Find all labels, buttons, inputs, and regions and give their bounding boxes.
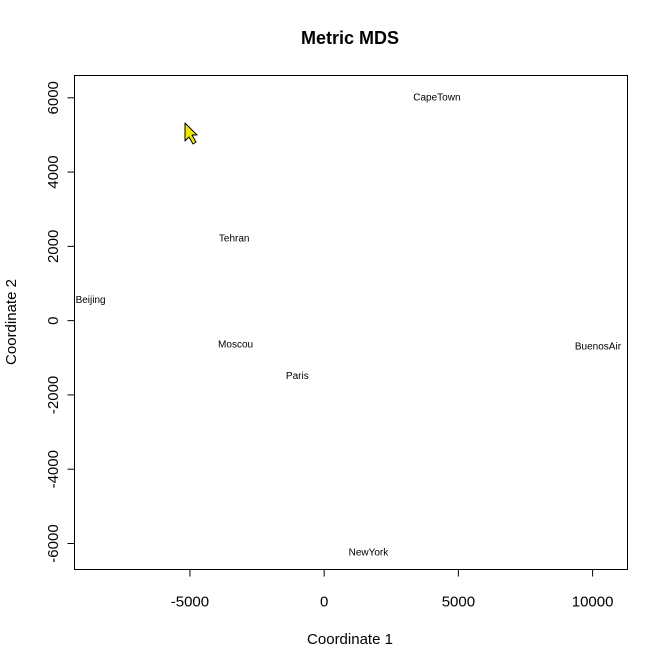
- y-tick-label: 4000: [45, 155, 62, 188]
- point-labels-layer: CapeTown Tehran Beijing Moscou BuenosAir Pari…: [76, 92, 622, 558]
- point-label: NewYork: [349, 547, 390, 558]
- plot-frame: [74, 75, 628, 570]
- x-tick-label: 5000: [442, 594, 475, 611]
- x-axis-title: Coordinate 1: [307, 631, 393, 648]
- x-axis-ticks: -5000 0 5000 10000: [171, 569, 614, 611]
- chart-title: Metric MDS: [301, 28, 399, 48]
- y-tick-label: -2000: [45, 376, 62, 414]
- y-tick-label: 6000: [45, 81, 62, 114]
- x-tick-label: 0: [320, 594, 328, 611]
- point-label: Tehran: [219, 234, 250, 245]
- point-label: Moscou: [218, 339, 253, 350]
- point-label: Beijing: [76, 295, 106, 306]
- point-label: CapeTown: [413, 92, 460, 103]
- mouse-pointer-icon: [184, 122, 198, 145]
- y-tick-label: -4000: [45, 450, 62, 488]
- x-tick-label: -5000: [171, 594, 209, 611]
- y-tick-label: 0: [45, 316, 62, 324]
- x-tick-label: 10000: [572, 594, 614, 611]
- y-axis-title: Coordinate 2: [3, 279, 20, 365]
- y-tick-label: 2000: [45, 230, 62, 263]
- y-axis-ticks: -6000 -4000 -2000 0 2000 4000 6000: [45, 81, 75, 563]
- point-label: Paris: [286, 371, 309, 382]
- point-label: BuenosAir: [575, 341, 622, 352]
- y-tick-label: -6000: [45, 524, 62, 562]
